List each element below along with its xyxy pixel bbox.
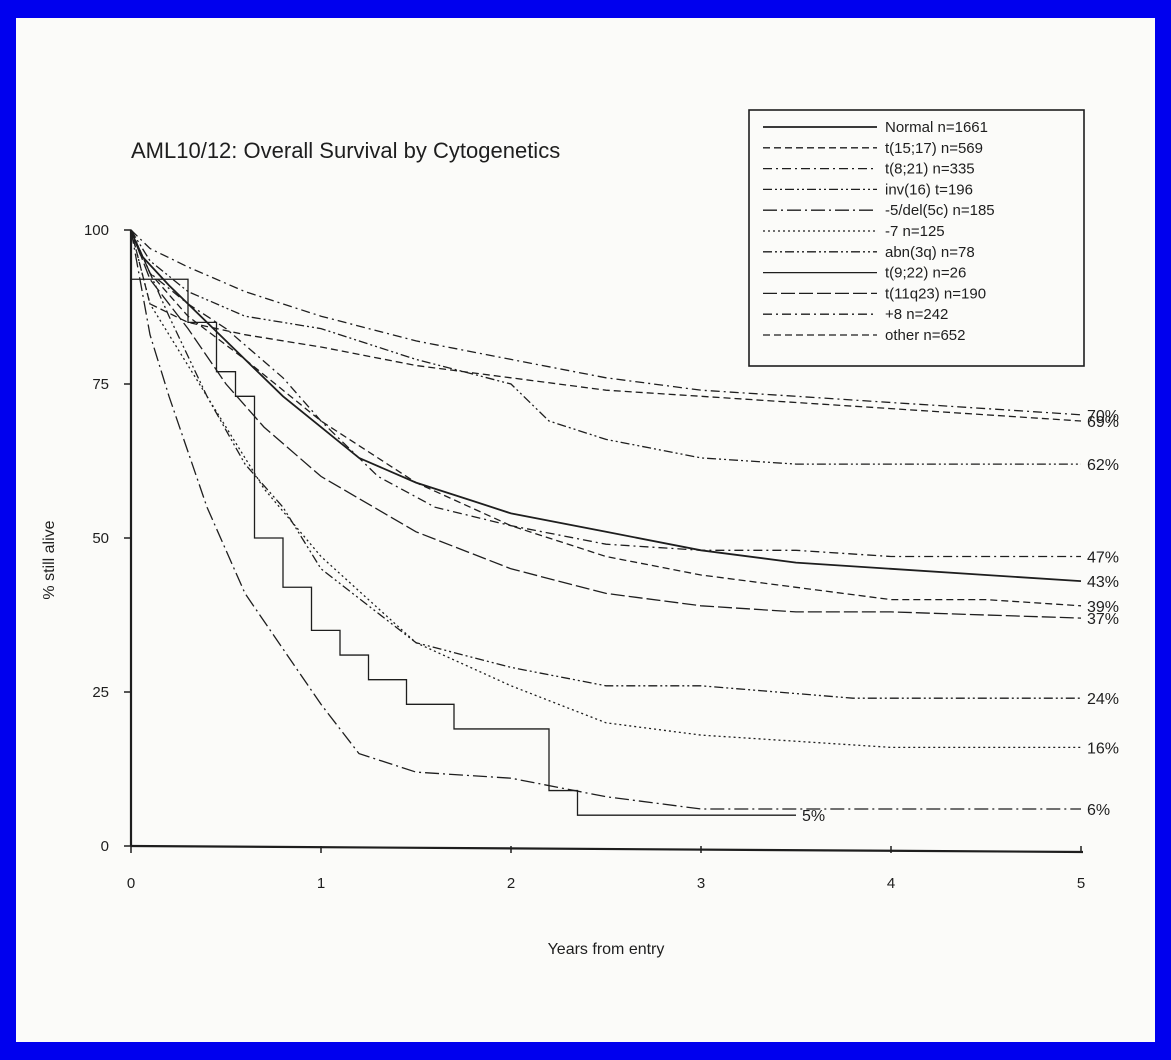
series-layer [130,229,1082,816]
x-axis-line [130,844,1084,854]
end-value-label: 62% [1087,457,1119,474]
series-line [130,229,1082,422]
survival-chart: AML10/12: Overall Survival by Cytogeneti… [41,109,1119,958]
series-line [130,229,1081,558]
series-line [130,229,1081,465]
series-line [130,229,1081,699]
chart-paper: AML10/12: Overall Survival by Cytogeneti… [16,18,1155,1042]
legend-label: Normal n=1661 [885,119,988,136]
legend-label: -7 n=125 [885,223,945,240]
end-value-label: 6% [1087,802,1110,819]
y-tick-label: 0 [101,838,109,855]
series-line [130,229,1081,810]
end-value-label: 70% [1087,408,1119,425]
x-tick-label: 0 [127,875,135,892]
series-line [130,229,1082,607]
x-tick-label: 5 [1077,875,1085,892]
legend-label: +8 n=242 [885,306,948,323]
end-value-label: 37% [1087,611,1119,628]
end-value-label: 16% [1087,740,1119,757]
x-axis-title: Years from entry [548,941,665,958]
legend-label: t(9;22) n=26 [885,265,966,282]
y-tick-label: 25 [92,684,109,701]
end-value-label: 69% [1087,414,1119,431]
legend: Normal n=1661 t(15;17) n=569 t(8;21) n=335… [748,109,1085,367]
y-tick-label: 50 [92,530,109,547]
end-value-label: 5% [802,808,825,825]
legend-label: t(15;17) n=569 [885,140,983,157]
series-line [130,229,1082,619]
legend-label: -5/del(5c) n=185 [885,202,995,219]
series-line [130,229,1081,749]
end-value-label: 43% [1087,574,1119,591]
legend-label: abn(3q) n=78 [885,244,975,261]
x-tick-label: 1 [317,875,325,892]
end-value-label: 47% [1087,549,1119,566]
x-tick-label: 2 [507,875,515,892]
y-tick-label: 100 [84,222,109,239]
legend-label: t(11q23) n=190 [885,285,986,302]
x-tick-label: 4 [887,875,895,892]
legend-label: inv(16) t=196 [885,181,973,198]
legend-label: t(8;21) n=335 [885,161,975,178]
series-line [130,229,1082,416]
x-tick-label: 3 [697,875,705,892]
end-value-label: 39% [1087,599,1119,616]
y-tick-label: 75 [92,376,109,393]
end-value-label: 24% [1087,691,1119,708]
chart-title: AML10/12: Overall Survival by Cytogeneti… [131,138,560,163]
end-labels: 43% 69%70% 62% 6% 16% 24% 5% 37% 47% 39% [802,408,1119,825]
legend-label: other n=652 [885,327,966,344]
y-axis-title: % still alive [41,520,58,599]
legend-box [748,109,1085,367]
series-line [131,278,796,816]
